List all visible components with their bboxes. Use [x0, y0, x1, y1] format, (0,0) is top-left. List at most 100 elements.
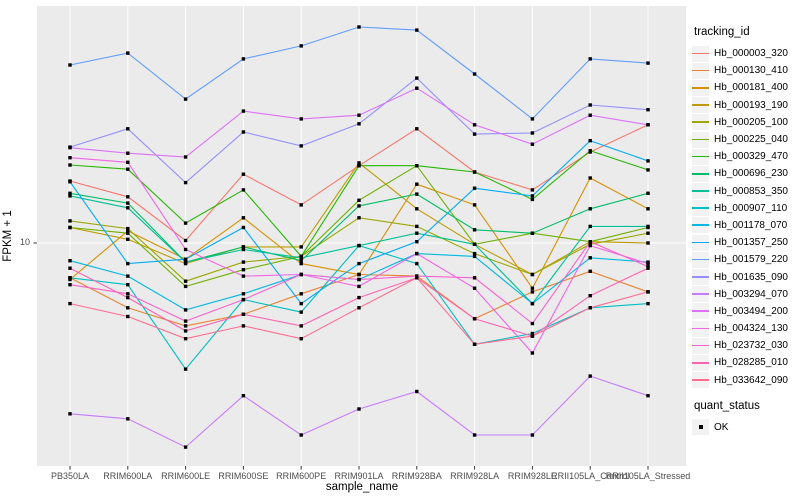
- data-point-Hb_000225_040: [357, 198, 361, 202]
- data-point-Hb_000003_320: [241, 172, 246, 176]
- data-point-Hb_003494_200: [415, 86, 419, 90]
- data-point-Hb_004324_130: [530, 351, 535, 355]
- data-point-Hb_000853_350: [126, 206, 130, 210]
- data-point-Hb_028285_010: [357, 295, 361, 300]
- data-point-Hb_028285_010: [241, 312, 246, 316]
- data-point-Hb_000130_410: [183, 324, 188, 328]
- data-point-Hb_033642_090: [299, 337, 303, 341]
- legend-item-Hb_000853_350: Hb_000853_350: [692, 183, 798, 200]
- data-point-Hb_023732_030: [241, 297, 246, 302]
- data-point-Hb_000181_400: [530, 286, 535, 290]
- legend-key-box: [692, 79, 709, 96]
- legend-key-line-icon: [692, 224, 709, 227]
- data-point-Hb_033642_090: [357, 306, 361, 310]
- data-point-Hb_033642_090: [241, 324, 246, 328]
- data-point-Hb_003294_070: [126, 417, 130, 421]
- data-point-Hb_000907_110: [126, 283, 130, 287]
- data-point-Hb_000907_110: [299, 310, 303, 314]
- legend-item-ok: OK: [692, 419, 798, 436]
- data-point-Hb_000225_040: [183, 284, 188, 289]
- data-point-Hb_000696_230: [357, 204, 361, 208]
- data-point-Hb_000003_320: [415, 127, 419, 131]
- x-axis-title: sample_name: [325, 481, 399, 493]
- x-tick-label: RRIM600LE: [161, 471, 211, 481]
- legend-item-label: Hb_001178_070: [714, 219, 788, 231]
- x-tick-label: RRIM600LA: [103, 471, 153, 481]
- legend-item-label: Hb_001635_090: [714, 271, 788, 283]
- data-point-Hb_003294_070: [415, 389, 419, 394]
- data-point-Hb_023732_030: [588, 240, 592, 244]
- legend-item-Hb_003494_200: Hb_003494_200: [692, 303, 798, 320]
- legend-item-label: Hb_000193_190: [714, 99, 788, 111]
- data-point-Hb_000907_110: [646, 301, 650, 306]
- data-point-Hb_003494_200: [68, 146, 72, 150]
- data-point-Hb_004324_130: [588, 243, 592, 248]
- legend-item-label: Hb_028285_010: [714, 357, 788, 369]
- data-point-Hb_003294_070: [68, 412, 72, 416]
- legend-key-line-icon: [692, 155, 709, 158]
- data-point-Hb_000205_100: [530, 272, 535, 277]
- data-point-Hb_004324_130: [415, 251, 419, 256]
- data-point-Hb_000181_400: [588, 176, 592, 180]
- data-point-Hb_001357_250: [588, 139, 592, 143]
- data-point-Hb_003294_070: [530, 433, 535, 437]
- data-point-Hb_001579_220: [588, 57, 592, 61]
- data-point-Hb_000853_350: [588, 224, 592, 229]
- legend-item-label: Hb_000205_100: [714, 116, 788, 128]
- legend-item-Hb_000225_040: Hb_000225_040: [692, 131, 798, 148]
- data-point-Hb_001357_250: [646, 159, 650, 163]
- x-tick-label: RRII105LA_Control: [551, 471, 630, 481]
- shape-legend: quant_status OK: [692, 400, 798, 436]
- legend-key-box: [692, 234, 709, 251]
- data-point-Hb_000193_190: [299, 245, 303, 249]
- data-point-Hb_004324_130: [241, 274, 246, 278]
- data-point-Hb_000181_400: [357, 272, 361, 277]
- data-point-Hb_000225_040: [126, 231, 130, 235]
- data-point-Hb_000696_230: [126, 201, 130, 205]
- data-point-Hb_001357_250: [415, 240, 419, 244]
- data-point-Hb_000329_470: [126, 167, 130, 171]
- data-point-Hb_001579_220: [415, 28, 419, 32]
- data-point-Hb_033642_090: [472, 342, 477, 346]
- data-point-Hb_003294_070: [299, 433, 303, 437]
- data-point-Hb_001635_090: [472, 132, 477, 136]
- data-point-Hb_023732_030: [530, 321, 535, 326]
- legend-key-line-icon: [692, 104, 709, 106]
- legend-item-label: Hb_004324_130: [714, 323, 788, 335]
- legend-key-box: [692, 337, 709, 354]
- data-point-Hb_033642_090: [530, 334, 535, 338]
- data-point-Hb_000193_190: [646, 241, 650, 245]
- x-tick-label: RRIM901LA: [334, 471, 384, 481]
- legend-item-Hb_003294_070: Hb_003294_070: [692, 286, 798, 303]
- data-point-Hb_033642_090: [588, 306, 592, 310]
- data-point-Hb_003294_070: [472, 433, 477, 437]
- data-point-Hb_001178_070: [183, 308, 188, 312]
- data-point-Hb_001357_250: [357, 261, 361, 266]
- legend-item-label: Hb_000853_350: [714, 185, 788, 197]
- legend-item-label: Hb_033642_090: [714, 374, 788, 386]
- data-point-Hb_000696_230: [68, 191, 72, 195]
- data-point-Hb_000181_400: [241, 216, 246, 220]
- legend-key-line-icon: [692, 327, 709, 330]
- data-point-Hb_000853_350: [68, 194, 72, 198]
- data-point-Hb_001357_250: [472, 186, 477, 190]
- legend-key-box: [692, 200, 709, 217]
- data-point-Hb_001357_250: [530, 194, 535, 198]
- data-point-Hb_028285_010: [472, 317, 477, 321]
- square-point-icon: [698, 425, 703, 430]
- data-point-Hb_003494_200: [241, 109, 246, 113]
- data-point-Hb_001178_070: [472, 254, 477, 259]
- data-point-Hb_001178_070: [68, 259, 72, 263]
- data-point-Hb_000181_400: [415, 182, 419, 186]
- data-point-Hb_000181_400: [299, 261, 303, 266]
- x-tick-label: RRIM600SE: [218, 471, 269, 481]
- data-point-Hb_000130_410: [126, 306, 130, 310]
- data-point-Hb_004324_130: [183, 247, 188, 252]
- data-point-Hb_000853_350: [472, 242, 477, 246]
- data-point-Hb_000696_230: [241, 245, 246, 249]
- data-point-Hb_003494_200: [646, 123, 650, 127]
- legend-item-Hb_000130_410: Hb_000130_410: [692, 62, 798, 79]
- legend-item-Hb_000329_470: Hb_000329_470: [692, 148, 798, 165]
- legend-key-box: [692, 269, 709, 286]
- data-point-Hb_000225_040: [241, 268, 246, 272]
